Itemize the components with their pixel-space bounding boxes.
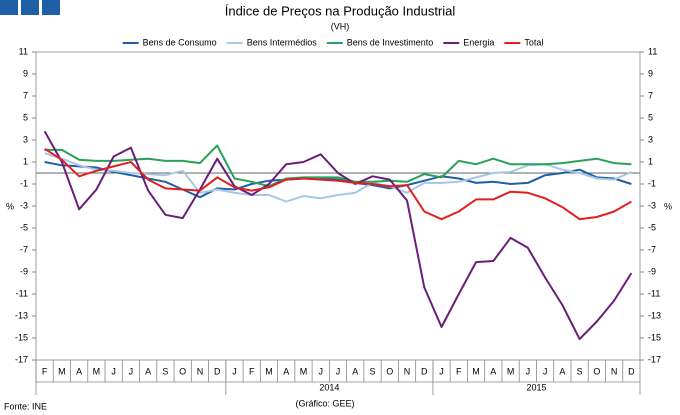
x-tick-label: J <box>129 366 134 376</box>
x-tick-label: M <box>58 366 66 376</box>
x-tick-label: A <box>283 366 289 376</box>
y2-tick-label: -15 <box>648 332 661 342</box>
y2-tick-label: 9 <box>648 68 653 78</box>
x-tick-label: J <box>232 366 237 376</box>
y2-tick-label: -11 <box>648 288 660 298</box>
y-tick-label: 7 <box>23 90 28 100</box>
x-tick-label: F <box>456 366 462 376</box>
x-tick-label: J <box>318 366 323 376</box>
y-tick-label: -15 <box>15 332 28 342</box>
x-tick-label: S <box>577 366 583 376</box>
x-tick-label: F <box>249 366 255 376</box>
x-tick-label: D <box>628 366 635 376</box>
x-tick-label: M <box>507 366 515 376</box>
chart-title: Índice de Preços na Produção Industrial <box>225 3 456 18</box>
logo-block <box>42 0 60 15</box>
y-tick-label: 11 <box>19 46 28 56</box>
series-line <box>43 130 633 341</box>
y2-tick-label: -5 <box>648 222 656 232</box>
y2-tick-label: -7 <box>648 244 656 254</box>
x-tick-label: M <box>472 366 480 376</box>
y-tick-label: -7 <box>20 244 28 254</box>
y-axis-label: % <box>6 201 14 211</box>
y2-tick-label: 1 <box>648 156 653 166</box>
x-tick-label: O <box>179 366 186 376</box>
x-tick-label: A <box>559 366 565 376</box>
x-tick-label: J <box>336 366 341 376</box>
x-group-label: 2014 <box>319 382 339 392</box>
x-group-label: 2015 <box>526 382 546 392</box>
y2-tick-label: 7 <box>648 90 653 100</box>
y-tick-label: 1 <box>23 156 28 166</box>
logo-block <box>21 0 39 15</box>
series-line <box>44 161 632 199</box>
legend-label: Total <box>524 37 543 47</box>
y-tick-label: -17 <box>15 354 28 364</box>
y-tick-label: 3 <box>23 134 28 144</box>
x-tick-label: N <box>404 366 411 376</box>
x-tick-label: F <box>42 366 48 376</box>
y2-tick-label: -3 <box>648 200 656 210</box>
x-tick-label: M <box>300 366 308 376</box>
y2-tick-label: 3 <box>648 134 653 144</box>
x-tick-label: J <box>543 366 548 376</box>
x-tick-label: M <box>265 366 273 376</box>
x-tick-label: D <box>214 366 221 376</box>
logo-block <box>0 0 18 15</box>
x-tick-label: S <box>370 366 376 376</box>
legend-label: Bens Intermédios <box>247 37 318 47</box>
series-line <box>44 144 632 188</box>
legend-label: Bens de Investimento <box>347 37 434 47</box>
source: Fonte: INE <box>4 401 47 411</box>
y-tick-label: -11 <box>16 288 28 298</box>
legend-label: Bens de Consumo <box>143 37 217 47</box>
x-tick-label: M <box>93 366 101 376</box>
y2-tick-label: -9 <box>648 266 656 276</box>
x-tick-label: A <box>490 366 496 376</box>
x-tick-label: A <box>352 366 358 376</box>
x-tick-label: O <box>593 366 600 376</box>
credit: (Gráfico: GEE) <box>295 398 354 408</box>
x-tick-label: N <box>611 366 618 376</box>
y2-tick-label: -13 <box>648 310 661 320</box>
chart-subtitle: (VH) <box>331 21 350 31</box>
y2-tick-label: -17 <box>648 354 661 364</box>
y-tick-label: -9 <box>20 266 28 276</box>
y2-tick-label: 11 <box>648 46 657 56</box>
series-line <box>44 147 632 221</box>
y-tick-label: -13 <box>15 310 28 320</box>
y2-tick-label: -1 <box>648 178 656 188</box>
x-tick-label: D <box>421 366 428 376</box>
x-tick-label: J <box>111 366 116 376</box>
x-tick-label: A <box>145 366 151 376</box>
x-tick-label: N <box>197 366 204 376</box>
x-tick-label: O <box>386 366 393 376</box>
y2-tick-label: 5 <box>648 112 653 122</box>
y-tick-label: 9 <box>23 68 28 78</box>
legend-label: Energia <box>463 37 494 47</box>
x-tick-label: J <box>439 366 444 376</box>
y-tick-label: -1 <box>20 178 28 188</box>
plot-frame <box>35 51 641 361</box>
y-tick-label: -3 <box>20 200 28 210</box>
x-tick-label: J <box>526 366 531 376</box>
x-tick-label: S <box>162 366 168 376</box>
x-tick-label: A <box>76 366 82 376</box>
y2-axis-label: % <box>664 201 672 211</box>
y-tick-label: 5 <box>23 112 28 122</box>
y-tick-label: -5 <box>20 222 28 232</box>
